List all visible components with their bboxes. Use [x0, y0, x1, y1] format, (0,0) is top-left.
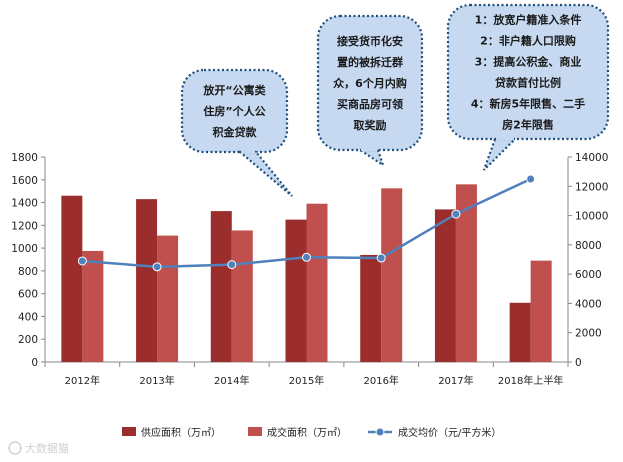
right-tick-label: 12000	[575, 181, 608, 193]
callout-line: 取奖励	[354, 118, 387, 132]
callout-line: 积金贷款	[213, 125, 258, 139]
right-tick-label: 4000	[575, 298, 602, 310]
callout-line: 买商品房可领	[337, 97, 403, 111]
legend-swatch	[248, 427, 262, 436]
callout-line: 3：提高公积金、商业	[475, 55, 582, 69]
right-axis-ticks: 0 2000 4000 6000 8000 10000 12000 14000	[568, 152, 608, 369]
callout-line: 4：新房5年限售、二手	[471, 97, 585, 111]
watermark-text: 大数据猫	[25, 441, 69, 455]
right-tick-label: 0	[575, 357, 582, 369]
callout-line: 住房”个人公	[203, 104, 265, 118]
deal-bar	[455, 184, 477, 362]
bars	[61, 184, 552, 362]
category-label: 2016年	[363, 374, 398, 387]
legend-deal: 成交面积（万㎡）	[248, 426, 347, 439]
legend-marker	[375, 427, 385, 437]
watermark: 大数据猫	[8, 441, 69, 455]
left-tick-label: 600	[18, 289, 38, 301]
price-point	[77, 256, 87, 266]
category-label: 2013年	[139, 374, 174, 387]
deal-bar	[82, 250, 104, 362]
legend-price: 成交均价（元/平方米）	[368, 426, 501, 439]
left-tick-label: 0	[31, 357, 38, 369]
callout-line: 众，6个月内购	[333, 76, 407, 90]
category-ticks: 2012年 2013年 2014年 2015年 2016年 2017年 2018年上半年	[44, 362, 569, 387]
deal-bar	[306, 203, 328, 362]
callout-seam	[361, 147, 377, 151]
callout-tail	[482, 137, 518, 171]
left-tick-label: 1200	[11, 220, 38, 232]
deal-bar	[381, 188, 403, 362]
callout-seam	[241, 149, 255, 153]
price-point	[376, 253, 386, 263]
deal-bar	[231, 230, 253, 362]
price-point	[451, 209, 461, 219]
supply-bar	[285, 219, 307, 362]
callout-bubble	[180, 68, 289, 154]
left-tick-label: 1800	[11, 152, 38, 164]
left-axis-ticks: 0 200 400 600 800 1000 1200 1400 1600 1800	[11, 152, 45, 369]
legend-label: 供应面积（万㎡）	[141, 426, 221, 439]
left-tick-label: 800	[18, 266, 38, 278]
right-tick-label: 14000	[575, 152, 608, 164]
supply-bar	[509, 302, 531, 362]
category-label: 2018年上半年	[498, 374, 563, 387]
callout-tail	[236, 150, 293, 197]
category-label: 2014年	[214, 374, 249, 387]
price-point	[526, 174, 536, 184]
legend-label: 成交面积（万㎡）	[267, 426, 347, 439]
category-label: 2012年	[65, 374, 100, 387]
left-tick-label: 400	[18, 311, 38, 323]
right-tick-label: 8000	[575, 240, 602, 252]
callout-line: 接受货币化安	[337, 34, 403, 48]
supply-bar	[434, 209, 456, 362]
deal-bar	[157, 235, 179, 362]
callout-line: 放开“公寓类	[202, 83, 266, 97]
watermark-logo-icon	[8, 441, 22, 455]
right-tick-label: 10000	[575, 211, 608, 223]
supply-bar	[136, 199, 158, 362]
callout-seam	[496, 136, 514, 140]
legend-label: 成交均价（元/平方米）	[398, 426, 501, 439]
legend-supply: 供应面积（万㎡）	[122, 426, 221, 439]
callout-line: 房2年限售	[502, 118, 554, 132]
callout-bubble	[446, 3, 610, 141]
legend-swatch	[122, 427, 136, 436]
supply-bar	[210, 211, 232, 362]
price-line	[77, 174, 536, 272]
callout-line: 1：放宽户籍准入条件	[475, 13, 582, 27]
category-label: 2017年	[438, 374, 473, 387]
callouts: 放开“公寓类住房”个人公积金贷款接受货币化安置的被拆迁群众，6个月内购买商品房可…	[180, 3, 610, 197]
callout-line: 2：非户籍人口限购	[480, 34, 576, 48]
left-tick-label: 200	[18, 334, 38, 346]
legend: 供应面积（万㎡） 成交面积（万㎡） 成交均价（元/平方米）	[122, 426, 501, 439]
left-tick-label: 1600	[11, 175, 38, 187]
left-tick-label: 1000	[11, 243, 38, 255]
right-tick-label: 6000	[575, 269, 602, 281]
right-tick-label: 2000	[575, 328, 602, 340]
price-point	[152, 262, 162, 272]
left-tick-label: 1400	[11, 198, 38, 210]
supply-bar	[360, 254, 382, 362]
category-label: 2015年	[289, 374, 324, 387]
callout-line: 贷款首付比例	[495, 76, 561, 90]
supply-bar	[61, 195, 83, 362]
price-point	[302, 252, 311, 262]
callout-tail	[356, 148, 386, 168]
callout-line: 置的被拆迁群	[337, 55, 403, 69]
price-point	[227, 260, 237, 270]
deal-bar	[530, 260, 552, 362]
